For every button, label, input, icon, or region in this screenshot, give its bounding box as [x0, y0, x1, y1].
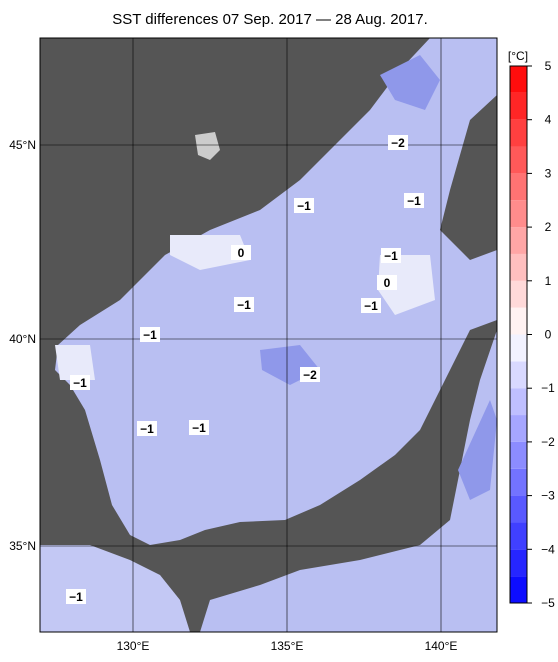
colorbar-tick-label: −2	[541, 435, 555, 449]
island	[195, 132, 220, 160]
contour-label-bg	[66, 589, 86, 604]
colorbar-bin	[510, 468, 527, 496]
contour-label: 0	[238, 246, 245, 260]
contour-label: 0	[384, 276, 391, 290]
contour-label: −2	[303, 368, 317, 382]
colorbar-tick-label: 4	[545, 113, 552, 127]
contour-label-bg	[381, 248, 401, 263]
colorbar-tick-label: 3	[545, 166, 552, 180]
contour-label: −1	[364, 299, 378, 313]
colorbar-bin	[510, 200, 527, 228]
title: SST differences 07 Sep. 2017 — 28 Aug. 2…	[112, 11, 428, 28]
sea-patch	[260, 55, 497, 500]
colorbar-tick-label: −5	[541, 596, 555, 610]
contour-label-bg	[189, 420, 209, 435]
colorbar-bin	[510, 173, 527, 201]
colorbar-bin	[510, 495, 527, 523]
colorbar-bin	[510, 388, 527, 416]
lon-label: 130°E	[117, 639, 150, 653]
contour-label: −1	[140, 422, 154, 436]
contour-label-bg	[377, 275, 397, 290]
colorbar-bin	[510, 92, 527, 120]
colorbar-bin	[510, 361, 527, 389]
colorbar-bin	[510, 522, 527, 550]
contour-label-bg	[404, 193, 424, 208]
colorbar-bin	[510, 119, 527, 147]
colorbar-bin	[510, 576, 527, 603]
contour-label: −1	[192, 421, 206, 435]
colorbar-tick-label: −1	[541, 381, 555, 395]
contour-label: −1	[73, 376, 87, 390]
colorbar-tick-label: 0	[545, 328, 552, 342]
contour-label: −1	[384, 249, 398, 263]
colorbar-unit: [°C]	[508, 49, 528, 63]
map-frame	[39, 37, 498, 633]
lat-label: 40°N	[9, 332, 36, 346]
colorbar-tick-label: 5	[545, 59, 552, 73]
contour-label: −1	[237, 298, 251, 312]
colorbar-bin	[510, 253, 527, 281]
lon-label: 135°E	[271, 639, 304, 653]
colorbar-bin	[510, 146, 527, 174]
contour-label: −1	[407, 194, 421, 208]
contour-label-bg	[294, 198, 314, 213]
colorbar-tick-label: 1	[545, 274, 552, 288]
colorbar-bin	[510, 307, 527, 335]
colorbar-tick-label: −4	[541, 542, 555, 556]
lat-label: 35°N	[9, 539, 36, 553]
contour-label: −1	[297, 199, 311, 213]
sea-of-japan	[55, 38, 497, 545]
contour-label-bg	[300, 367, 320, 382]
contour-label: −1	[143, 328, 157, 342]
contour-label-bg	[70, 375, 90, 390]
contour-label: −2	[391, 136, 405, 150]
lon-label: 140°E	[425, 639, 458, 653]
contour-label-bg	[234, 297, 254, 312]
colorbar-bin	[510, 549, 527, 577]
contour-label-bg	[140, 327, 160, 342]
contour-label: −1	[69, 590, 83, 604]
lat-label: 45°N	[9, 138, 36, 152]
contour-label-bg	[388, 135, 408, 150]
colorbar-bin	[510, 227, 527, 254]
colorbar-tick-label: −3	[541, 489, 555, 503]
colorbar-bin	[510, 66, 527, 93]
colorbar-bin	[510, 280, 527, 308]
colorbar-tick-label: 2	[545, 220, 552, 234]
colorbar-bin	[510, 441, 527, 469]
contour-label-bg	[137, 421, 157, 436]
colorbar-bin	[510, 334, 527, 362]
contour-label-bg	[361, 298, 381, 313]
yellow-sea	[40, 545, 190, 632]
colorbar-bin	[510, 415, 527, 442]
pacific	[200, 330, 497, 632]
contour-label-bg	[231, 245, 251, 260]
map	[40, 38, 497, 632]
